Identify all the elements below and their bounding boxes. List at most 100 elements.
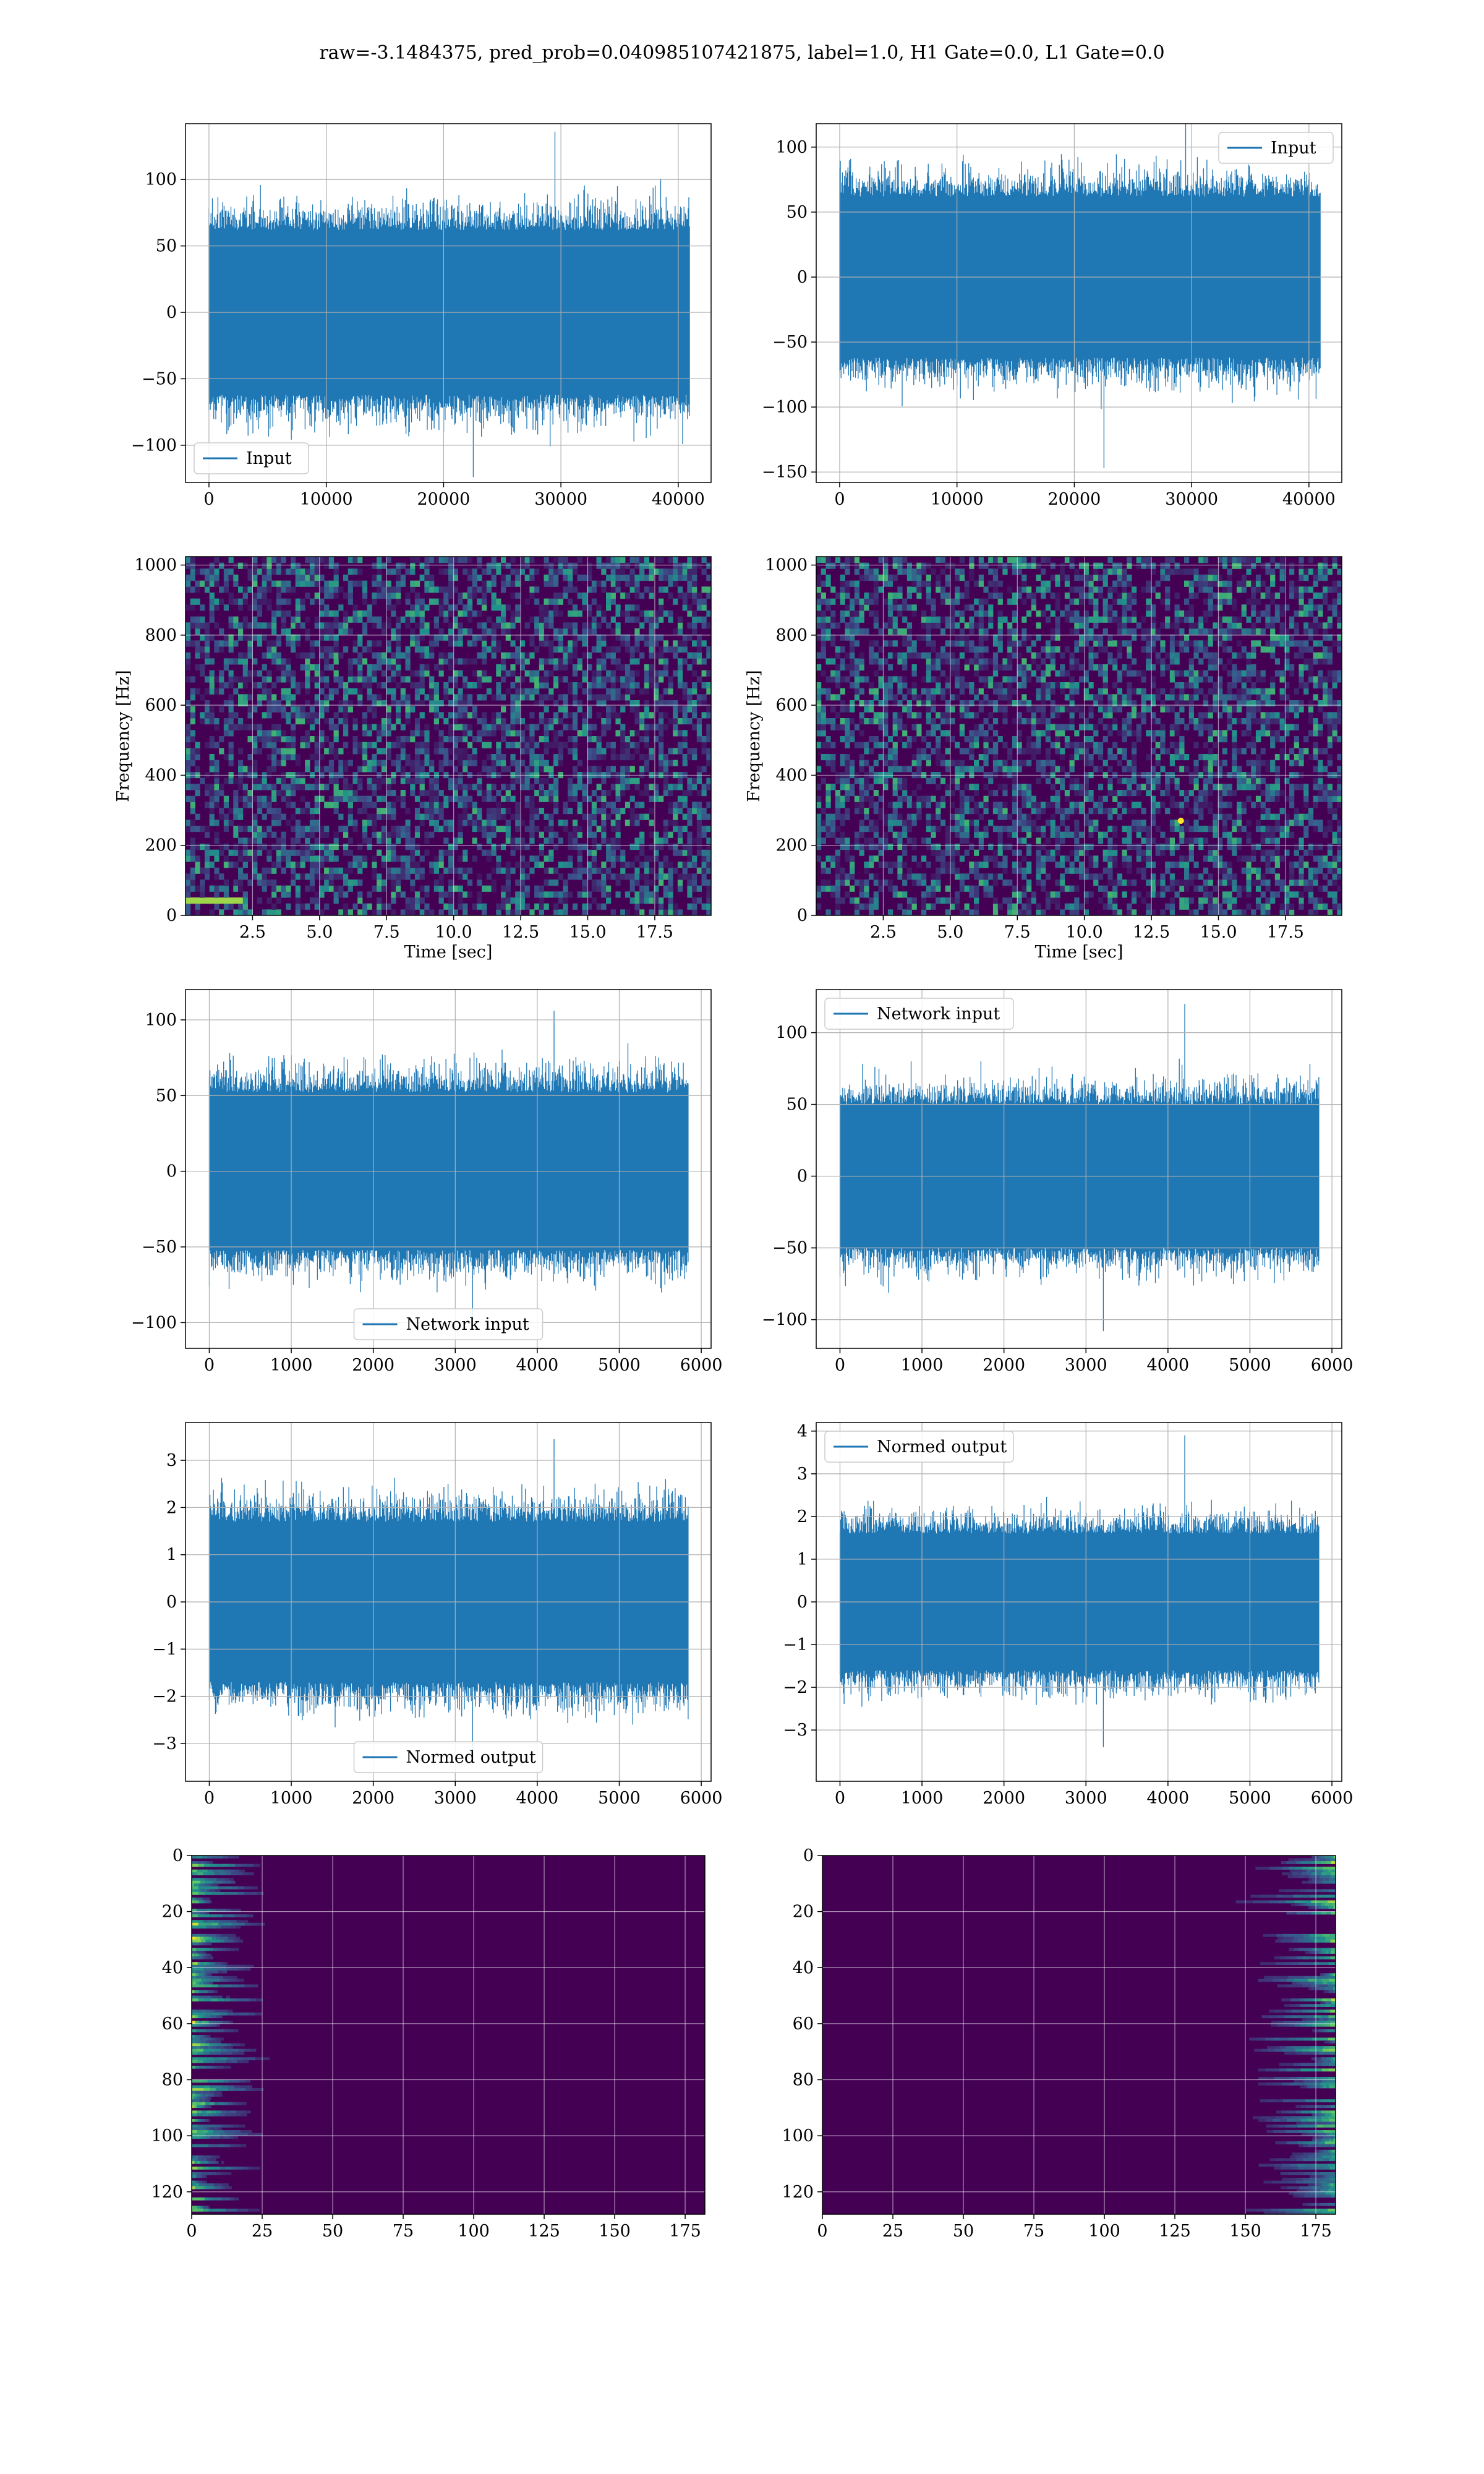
spectrogram-cell: [443, 610, 449, 617]
spectrogram-cell: [204, 742, 210, 748]
spectrogram-cell: [887, 664, 893, 671]
spectrogram-cell: [606, 706, 612, 713]
spectrogram-cell: [955, 634, 960, 641]
spectrogram-cell: [873, 598, 879, 605]
spectrogram-cell: [491, 808, 497, 815]
spectrogram-cell: [186, 730, 191, 737]
spectrogram-cell: [209, 712, 215, 719]
plot-area: [186, 557, 711, 915]
spectrogram-cell: [696, 820, 702, 826]
spectrogram-cell: [324, 826, 330, 833]
spectrogram-cell: [186, 700, 191, 707]
spectrogram-cell: [668, 682, 673, 689]
spectrogram-cell: [992, 826, 999, 833]
spectrogram-cell: [945, 616, 950, 623]
spectrogram-cell: [988, 622, 994, 629]
spectrogram-cell: [381, 880, 387, 886]
spectrogram-cell: [997, 593, 1003, 599]
spectrogram-cell: [410, 610, 416, 617]
spectrogram-cell: [491, 557, 497, 563]
spectrogram-cell: [845, 742, 850, 748]
spectrogram-cell: [381, 652, 387, 659]
spectrogram-cell: [286, 736, 291, 743]
spectrogram-cell: [892, 820, 898, 826]
spectrogram-cell: [496, 724, 501, 730]
spectrogram-cell: [453, 790, 458, 797]
spectrogram-cell: [577, 730, 582, 737]
spectrogram-cell: [955, 784, 960, 790]
spectrogram-cell: [897, 784, 903, 790]
spectrogram-cell: [864, 795, 869, 802]
spectrogram-cell: [262, 784, 267, 790]
spectrogram-cell: [300, 873, 305, 880]
spectrogram-cell: [228, 706, 234, 713]
spectrogram-cell: [405, 837, 411, 844]
spectrogram-cell: [677, 730, 683, 737]
spectrogram-cell: [467, 568, 473, 575]
spectrogram-cell: [477, 652, 482, 659]
spectrogram-cell: [601, 694, 607, 701]
spectrogram-cell: [400, 748, 406, 755]
spectrogram-cell: [978, 880, 984, 886]
spectrogram-cell: [864, 867, 869, 874]
spectrogram-cell: [314, 784, 320, 790]
spectrogram-cell: [950, 694, 955, 701]
spectrogram-cell: [587, 652, 592, 659]
spectrogram-cell: [463, 676, 468, 683]
spectrogram-cell: [629, 795, 635, 802]
spectrogram-cell: [200, 694, 205, 701]
spectrogram-cell: [433, 742, 440, 748]
spectrogram-cell: [433, 724, 440, 730]
spectrogram-cell: [386, 724, 391, 730]
spectrogram-cell: [610, 586, 616, 593]
spectrogram-cell: [314, 837, 320, 844]
spectrogram-cell: [539, 694, 545, 701]
spectrogram-cell: [223, 795, 229, 802]
spectrogram-cell: [572, 903, 578, 910]
spectrogram-cell: [195, 688, 200, 695]
spectrogram-cell: [883, 557, 889, 563]
spectrogram-cell: [377, 760, 382, 766]
spectrogram-cell: [902, 862, 908, 868]
spectrogram-cell: [997, 826, 1003, 833]
spectrogram-cell: [362, 855, 368, 862]
spectrogram-cell: [438, 808, 444, 815]
spectrogram-cell: [419, 634, 425, 641]
spectrogram-cell: [463, 736, 468, 743]
spectrogram-cell: [983, 718, 989, 725]
spectrogram-cell: [615, 891, 621, 898]
spectrogram-cell: [854, 598, 860, 605]
spectrogram-cell: [873, 736, 879, 743]
spectrogram-cell: [529, 712, 535, 719]
x-tick-label: 0: [203, 490, 214, 509]
spectrogram-cell: [190, 873, 195, 880]
spectrogram-cell: [850, 873, 855, 880]
spectrogram-cell: [840, 784, 845, 790]
spectrogram-cell: [916, 766, 922, 773]
spectrogram-cell: [663, 700, 668, 707]
spectrogram-cell: [496, 808, 501, 815]
spectrogram-cell: [553, 664, 559, 671]
spectrogram-cell: [936, 724, 941, 730]
spectrogram-cell: [419, 855, 425, 862]
spectrogram-cell: [692, 754, 697, 761]
spectrogram-cell: [233, 885, 239, 892]
spectrogram-cell: [887, 844, 893, 850]
spectrogram-cell: [396, 575, 401, 581]
x-tick-label: 20000: [1047, 490, 1101, 509]
spectrogram-cell: [381, 670, 387, 677]
spectrogram-cell: [463, 873, 468, 880]
spectrogram-cell: [262, 844, 267, 850]
spectrogram-cell: [324, 903, 330, 910]
spectrogram-cell: [443, 849, 449, 856]
spectrogram-cell: [816, 802, 822, 808]
spectrogram-cell: [587, 813, 592, 820]
spectrogram-cell: [362, 628, 368, 635]
spectrogram-cell: [854, 586, 860, 593]
spectrogram-cell: [873, 688, 879, 695]
spectrogram-cell: [964, 658, 970, 665]
x-tick-label: 5.0: [306, 923, 333, 942]
spectrogram-cell: [519, 891, 526, 898]
spectrogram-cell: [1002, 742, 1008, 748]
spectrogram-cell: [458, 634, 463, 641]
